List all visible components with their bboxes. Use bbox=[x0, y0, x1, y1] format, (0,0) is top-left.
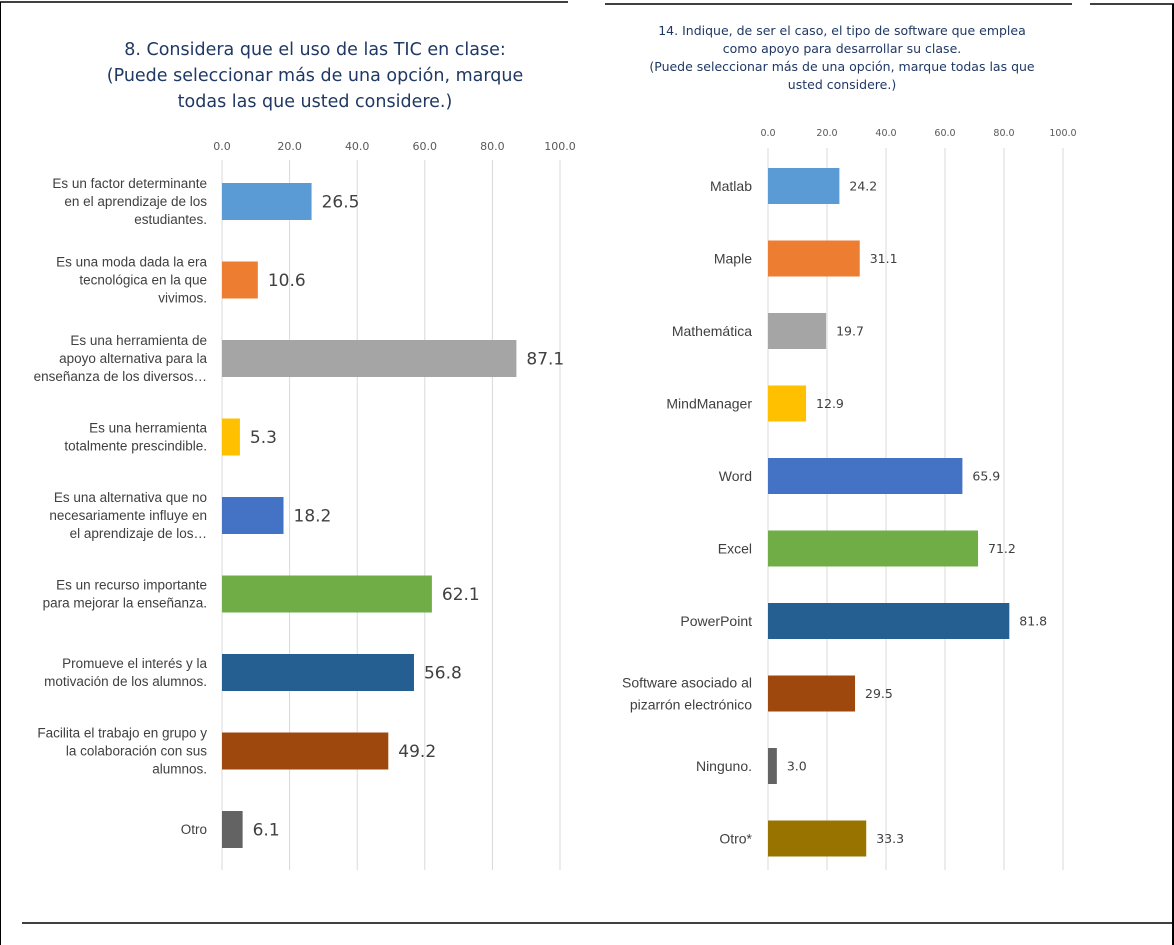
bar bbox=[222, 575, 432, 613]
category-label: enseñanza de los diversos… bbox=[34, 369, 207, 384]
chart-title-line: todas las que usted considere.) bbox=[178, 92, 453, 112]
category-label: Mathemática bbox=[672, 323, 752, 339]
bar bbox=[222, 732, 389, 770]
bar bbox=[222, 811, 243, 848]
bar bbox=[768, 168, 840, 204]
data-label: 31.1 bbox=[870, 251, 898, 266]
data-label: 71.2 bbox=[988, 541, 1016, 556]
category-label: Excel bbox=[718, 540, 752, 556]
category-label: apoyo alternativa para la bbox=[59, 351, 207, 366]
data-label: 18.2 bbox=[294, 506, 332, 526]
x-tick-label: 0.0 bbox=[213, 140, 231, 153]
bar bbox=[768, 603, 1010, 639]
category-label: estudiantes. bbox=[134, 212, 207, 227]
category-label: vivimos. bbox=[158, 291, 207, 306]
x-tick-label: 0.0 bbox=[760, 128, 775, 139]
chart-software-empleado: 14. Indique, de ser el caso, el tipo de … bbox=[622, 23, 1077, 870]
category-label: MindManager bbox=[666, 395, 752, 411]
category-label: motivación de los alumnos. bbox=[44, 674, 207, 689]
category-label: tecnológica en la que bbox=[79, 273, 207, 288]
data-label: 29.5 bbox=[865, 686, 893, 701]
category-label: Software asociado al bbox=[622, 674, 752, 690]
x-tick-label: 100.0 bbox=[1049, 128, 1076, 139]
chart-title-line: (Puede seleccionar más de una opción, ma… bbox=[107, 66, 523, 86]
category-label: la colaboración con sus bbox=[66, 744, 207, 759]
x-tick-label: 80.0 bbox=[480, 140, 505, 153]
x-tick-label: 20.0 bbox=[816, 128, 837, 139]
category-label: Es una herramienta bbox=[89, 421, 207, 436]
x-tick-label: 40.0 bbox=[875, 128, 896, 139]
chart-title-line: 14. Indique, de ser el caso, el tipo de … bbox=[658, 23, 1026, 38]
data-label: 10.6 bbox=[268, 271, 306, 291]
chart-title-line: (Puede seleccionar más de una opción, ma… bbox=[649, 59, 1035, 74]
category-label: Otro* bbox=[719, 830, 752, 846]
x-tick-label: 60.0 bbox=[413, 140, 438, 153]
data-label: 6.1 bbox=[253, 820, 280, 840]
category-label: Es una alternativa que no bbox=[54, 490, 207, 505]
category-label: para mejorar la enseñanza. bbox=[43, 596, 207, 611]
category-label: Ninguno. bbox=[696, 758, 752, 774]
data-label: 56.8 bbox=[424, 663, 462, 683]
category-label: totalmente prescindible. bbox=[64, 439, 207, 454]
data-label: 26.5 bbox=[322, 192, 360, 212]
bar bbox=[768, 385, 807, 422]
category-label: Word bbox=[719, 468, 752, 484]
bar bbox=[768, 820, 867, 857]
chart-title-line: 8. Considera que el uso de las TIC en cl… bbox=[124, 40, 506, 60]
data-label: 19.7 bbox=[836, 323, 864, 338]
chart-title-line: como apoyo para desarrollar su clase. bbox=[723, 41, 961, 56]
bar bbox=[768, 675, 856, 712]
bar bbox=[222, 654, 414, 691]
data-label: 5.3 bbox=[250, 428, 277, 448]
x-tick-label: 20.0 bbox=[277, 140, 302, 153]
category-label: Matlab bbox=[710, 178, 752, 194]
category-label: pizarrón electrónico bbox=[630, 696, 752, 712]
category-label: Es un factor determinante bbox=[52, 176, 207, 191]
data-label: 24.2 bbox=[849, 178, 877, 193]
category-label: alumnos. bbox=[152, 762, 207, 777]
x-tick-label: 100.0 bbox=[544, 140, 576, 153]
data-label: 49.2 bbox=[398, 742, 436, 762]
bar bbox=[222, 340, 517, 377]
bar bbox=[222, 497, 284, 534]
data-label: 87.1 bbox=[526, 349, 564, 369]
bar bbox=[768, 240, 860, 277]
bar bbox=[222, 418, 240, 456]
data-label: 62.1 bbox=[442, 585, 480, 605]
data-label: 81.8 bbox=[1019, 613, 1047, 628]
bar bbox=[222, 183, 312, 220]
category-label: Facilita el trabajo en grupo y bbox=[37, 726, 207, 741]
bar bbox=[768, 748, 777, 784]
category-label: Maple bbox=[714, 250, 752, 266]
data-label: 12.9 bbox=[816, 396, 844, 411]
data-label: 65.9 bbox=[972, 468, 1000, 483]
category-label: el aprendizaje de los… bbox=[70, 526, 207, 541]
x-tick-label: 60.0 bbox=[934, 128, 955, 139]
x-tick-label: 80.0 bbox=[993, 128, 1014, 139]
chart-title-line: usted considere.) bbox=[788, 77, 896, 92]
category-label: Otro bbox=[181, 822, 207, 837]
category-label: Promueve el interés y la bbox=[62, 656, 207, 671]
data-label: 3.0 bbox=[787, 758, 807, 773]
category-label: Es una herramienta de bbox=[70, 333, 207, 348]
bar bbox=[768, 313, 827, 349]
category-label: Es una moda dada la era bbox=[56, 255, 207, 270]
data-label: 33.3 bbox=[876, 831, 904, 846]
chart-tic-uso: 8. Considera que el uso de las TIC en cl… bbox=[34, 40, 576, 870]
category-label: necesariamente influye en bbox=[49, 508, 207, 523]
category-label: Es un recurso importante bbox=[56, 578, 207, 593]
category-label: en el aprendizaje de los bbox=[64, 194, 207, 209]
bar bbox=[768, 458, 963, 494]
x-tick-label: 40.0 bbox=[345, 140, 370, 153]
bar bbox=[222, 261, 258, 299]
category-label: PowerPoint bbox=[680, 613, 752, 629]
bar bbox=[768, 530, 979, 567]
